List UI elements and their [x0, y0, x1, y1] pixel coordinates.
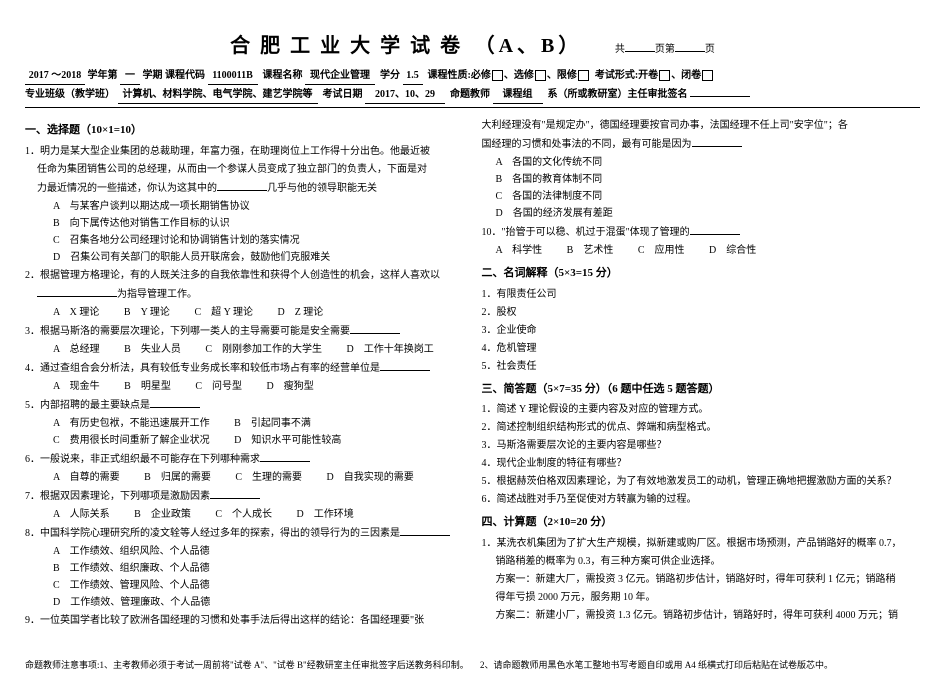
sec2-5: 5．社会责任: [482, 359, 921, 375]
page-info: 共页第页: [615, 41, 715, 58]
q1-D: D 召集公司有关部门的职能人员开联席会，鼓励他们克服难关: [53, 250, 464, 266]
q3-stem: 3．根据马斯洛的需要层次理论，下列哪一类人的主导需要可能是安全需要: [25, 323, 464, 340]
section-2-title: 二、名词解释（5×3=15 分）: [482, 265, 921, 283]
blank-page-num: [675, 41, 705, 52]
sec4-q1e: 方案二：新建小厂，需投资 1.3 亿元。销路初步估计，销路好时，得年可获利 40…: [482, 608, 921, 624]
q4-opts: A 现金牛 B 明星型 C 问号型 D 瘦狗型: [53, 379, 464, 395]
q8-A: A 工作绩效、组织风险、个人品德: [53, 544, 464, 560]
blank-total-pages: [625, 41, 655, 52]
q9-B: B 各国的教育体制不同: [496, 172, 921, 188]
q3-opts: A 总经理 B 失业人员 C 刚刚参加工作的大学生 D 工作十年换岗工: [53, 342, 464, 358]
sec4-q1b: 销路稍差的概率为 0.3，有三种方案可供企业选择。: [482, 554, 921, 570]
exam-page: 合肥工业大学试卷 （A、B） 共页第页 2017 ～2018 学年第 一 学期 …: [0, 0, 945, 691]
q1-A: A 与某客户谈判以期达成一项长期销售协议: [53, 199, 464, 215]
q5-stem: 5．内部招聘的最主要缺点是: [25, 397, 464, 414]
sec3-6: 6．简述战胜对手乃至促使对方转赢为输的过程。: [482, 492, 921, 508]
left-column: 一、选择题（10×1=10） 1．明力是某大型企业集团的总裁助理，年富力强，在助…: [25, 116, 464, 631]
q6-opts: A 自尊的需要 B 归属的需要 C 生理的需要 D 自我实现的需要: [53, 470, 464, 486]
section-1-title: 一、选择题（10×1=10）: [25, 122, 464, 140]
meta-line-1: 2017 ～2018 学年第 一 学期 课程代码 1100011B 课程名称 现…: [25, 68, 920, 85]
q10-stem: 10．"抬管于可以稳、机过于混蛋"体现了管理的: [482, 224, 921, 241]
q1-stem: 1．明力是某大型企业集团的总裁助理，年富力强，在助理岗位上工作得十分出色。他最近…: [25, 144, 464, 160]
section-3-title: 三、简答题（5×7=35 分）（6 题中任选 5 题答题）: [482, 381, 921, 399]
q4-stem: 4．通过查组合会分析法，具有较低专业务成长率和较低市场占有率的经营单位是: [25, 360, 464, 377]
q1-C: C 召集各地分公司经理讨论和协调销售计划的落实情况: [53, 233, 464, 249]
checkbox-required: [492, 70, 503, 81]
q9-stem: 9．一位英国学者比较了欧洲各国经理的习惯和处事手法后得出这样的结论：各国经理要"…: [25, 613, 464, 629]
q6-stem: 6．一般说来，非正式组织最不可能存在下列哪种需求: [25, 451, 464, 468]
title-ab: （A、B）: [475, 35, 583, 57]
checkbox-limited: [578, 70, 589, 81]
sec4-q1a: 1．某洗衣机集团为了扩大生产规模，拟新建或购厂区。根据市场预测，产品销路好的概率…: [482, 536, 921, 552]
title-row: 合肥工业大学试卷 （A、B） 共页第页: [25, 30, 920, 62]
sec3-1: 1．简述 Y 理论假设的主要内容及对应的管理方式。: [482, 402, 921, 418]
q9-C: C 各国的法律制度不同: [496, 189, 921, 205]
sec3-5: 5．根据赫茨伯格双因素理论，为了有效地激发员工的动机，管理正确地把握激励方面的关…: [482, 474, 921, 490]
checkbox-open: [659, 70, 670, 81]
q10-opts: A 科学性 B 艺术性 C 应用性 D 综合性: [496, 243, 921, 259]
q5-opts-2: C 费用很长时间重新了解企业状况 D 知识水平可能性较高: [53, 433, 464, 449]
q9-D: D 各国的经济发展有差距: [496, 206, 921, 222]
sec3-4: 4．现代企业制度的特征有哪些？: [482, 456, 921, 472]
sec3-3: 3．马斯洛需要层次论的主要内容是哪些？: [482, 438, 921, 454]
checkbox-elective: [535, 70, 546, 81]
sec2-3: 3．企业使命: [482, 323, 921, 339]
q1-B: B 向下属传达他对销售工作目标的认识: [53, 216, 464, 232]
sec2-4: 4．危机管理: [482, 341, 921, 357]
q8-stem: 8．中国科学院心理研究所的凌文辁等人经过多年的探索，得出的领导行为的三因素是: [25, 525, 464, 542]
sec2-2: 2．股权: [482, 305, 921, 321]
section-4-title: 四、计算题（2×10=20 分）: [482, 514, 921, 532]
sec4-q1c: 方案一：新建大厂，需投资 3 亿元。销路初步估计，销路好时，得年可获利 1 亿元…: [482, 572, 921, 588]
q7-stem: 7．根据双因素理论，下列哪项是激励因素: [25, 488, 464, 505]
sec4-q1d: 得年亏损 2000 万元，服务期 10 年。: [482, 590, 921, 606]
q2-stem: 2．根据管理方格理论，有的人既关注多的自我依靠性和获得个人创造性的机会，这样人喜…: [25, 268, 464, 284]
divider: [25, 107, 920, 108]
content-columns: 一、选择题（10×1=10） 1．明力是某大型企业集团的总裁助理，年富力强，在助…: [25, 116, 920, 631]
q5-opts-1: A 有历史包袱，不能迅速展开工作 B 引起同事不满: [53, 416, 464, 432]
right-column: 大利经理没有"是规定办"，德国经理要按官司办事，法国经理不任上司"安字位"；各 …: [482, 116, 921, 631]
q8-B: B 工作绩效、组织廉政、个人品德: [53, 561, 464, 577]
q9-A: A 各国的文化传统不同: [496, 155, 921, 171]
q8-D: D 工作绩效、管理廉政、个人品德: [53, 595, 464, 611]
footer: 命题教师注意事项:1、主考教师必须于考试一周前将"试卷 A"、"试卷 B"经教研…: [25, 658, 920, 672]
university-title: 合肥工业大学试卷: [230, 35, 470, 57]
meta-line-2: 专业班级（教学班） 计算机、材料学院、电气学院、建艺学院等 考试日期 2017、…: [25, 87, 920, 104]
q8-C: C 工作绩效、管理风险、个人品德: [53, 578, 464, 594]
q2-opts: A X 理论 B Y 理论 C 超 Y 理论 D Z 理论: [53, 305, 464, 321]
sec2-1: 1．有限责任公司: [482, 287, 921, 303]
checkbox-closed: [702, 70, 713, 81]
sec3-2: 2．简述控制组织结构形式的优点、弊端和病型格式。: [482, 420, 921, 436]
q7-opts: A 人际关系 B 企业政策 C 个人成长 D 工作环境: [53, 507, 464, 523]
